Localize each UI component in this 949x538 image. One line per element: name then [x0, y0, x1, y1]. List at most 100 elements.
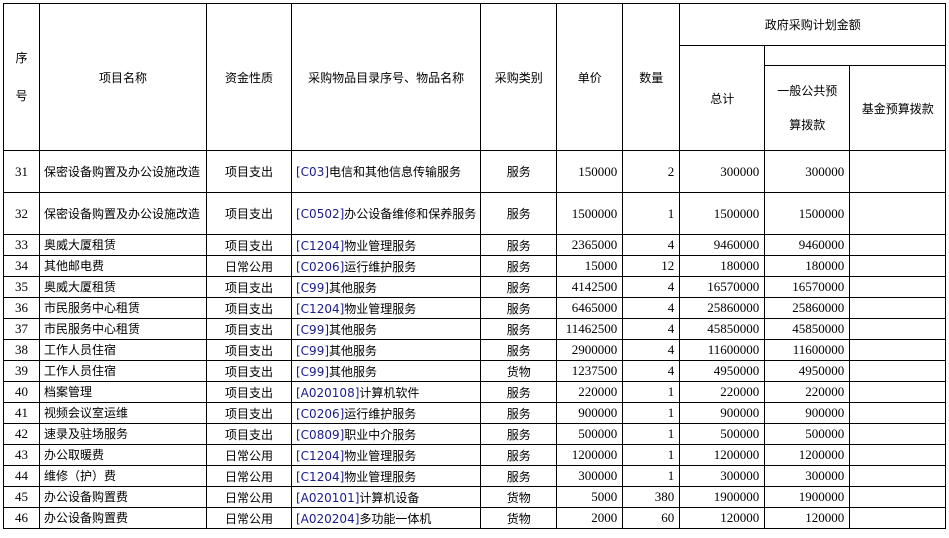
- unit-price-cell: 5000: [556, 486, 624, 508]
- fund-budget-cell: [849, 465, 947, 487]
- project-name-cell: 奥威大厦租赁: [39, 276, 207, 298]
- quantity-cell: 2: [622, 150, 681, 193]
- category-cell: 货物: [480, 507, 558, 529]
- catalog-item: 运行维护服务: [344, 406, 417, 421]
- catalog-cell: [C0206]运行维护服务: [290, 255, 482, 277]
- total-cell: 300000: [679, 465, 766, 487]
- general-budget-cell: 11600000: [764, 339, 851, 361]
- header-project-name: 项目名称: [39, 3, 207, 151]
- general-budget-cell: 300000: [764, 150, 851, 193]
- catalog-cell: [C99]其他服务: [290, 318, 482, 340]
- fund-nature-cell: 日常公用: [206, 444, 292, 466]
- catalog-item: 物业管理服务: [344, 448, 417, 463]
- catalog-cell: [C0206]运行维护服务: [290, 402, 482, 424]
- category-cell: 服务: [480, 465, 558, 487]
- category-cell: 服务: [480, 255, 558, 277]
- catalog-code: [A020204]: [296, 511, 360, 526]
- total-cell: 1500000: [679, 192, 766, 235]
- fund-budget-cell: [849, 255, 947, 277]
- table-row: 35 奥威大厦租赁 项目支出 [C99]其他服务 服务 4142500 4 16570000 1…: [3, 276, 947, 298]
- fund-budget-cell: [849, 192, 947, 235]
- category-cell: 服务: [480, 318, 558, 340]
- quantity-cell: 1: [622, 465, 681, 487]
- header-total: 总计: [679, 45, 766, 151]
- seq-cell: 46: [3, 507, 40, 529]
- catalog-cell: [A020204]多功能一体机: [290, 507, 482, 529]
- total-cell: 16570000: [679, 276, 766, 298]
- total-cell: 500000: [679, 423, 766, 445]
- catalog-item: 多功能一体机: [359, 511, 432, 526]
- catalog-cell: [C99]其他服务: [290, 276, 482, 298]
- unit-price-cell: 900000: [556, 402, 624, 424]
- catalog-code: [C1204]: [296, 301, 345, 316]
- fund-nature-cell: 项目支出: [206, 381, 292, 403]
- header-quantity: 数量: [622, 3, 681, 151]
- project-name-cell: 市民服务中心租赁: [39, 318, 207, 340]
- project-name-cell: 办公设备购置费: [39, 486, 207, 508]
- category-cell: 服务: [480, 276, 558, 298]
- general-budget-cell: 16570000: [764, 276, 851, 298]
- unit-price-cell: 4142500: [556, 276, 624, 298]
- quantity-cell: 380: [622, 486, 681, 508]
- catalog-cell: [A020108]计算机软件: [290, 381, 482, 403]
- general-budget-cell: 9460000: [764, 234, 851, 256]
- catalog-cell: [C1204]物业管理服务: [290, 444, 482, 466]
- total-cell: 220000: [679, 381, 766, 403]
- total-cell: 900000: [679, 402, 766, 424]
- fund-nature-cell: 项目支出: [206, 339, 292, 361]
- unit-price-cell: 220000: [556, 381, 624, 403]
- total-cell: 180000: [679, 255, 766, 277]
- table-row: 37 市民服务中心租赁 项目支出 [C99]其他服务 服务 11462500 4 458500…: [3, 318, 947, 340]
- catalog-item: 运行维护服务: [344, 259, 417, 274]
- catalog-item: 计算机软件: [359, 385, 420, 400]
- project-name-cell: 办公设备购置费: [39, 507, 207, 529]
- total-cell: 1900000: [679, 486, 766, 508]
- catalog-code: [C0502]: [296, 207, 345, 221]
- table-row: 41 视频会议室运维 项目支出 [C0206]运行维护服务 服务 900000 1 90000…: [3, 402, 947, 424]
- fund-nature-cell: 项目支出: [206, 234, 292, 256]
- catalog-code: [C99]: [296, 280, 330, 295]
- quantity-cell: 1: [622, 444, 681, 466]
- fund-nature-cell: 项目支出: [206, 192, 292, 235]
- general-budget-cell: 1900000: [764, 486, 851, 508]
- table-row: 46 办公设备购置费 日常公用 [A020204]多功能一体机 货物 2000 60 1200…: [3, 507, 947, 529]
- fund-budget-cell: [849, 507, 947, 529]
- catalog-cell: [C1204]物业管理服务: [290, 297, 482, 319]
- unit-price-cell: 2900000: [556, 339, 624, 361]
- category-cell: 货物: [480, 360, 558, 382]
- header-plan-amount: 政府采购计划金额: [679, 3, 947, 46]
- unit-price-cell: 2365000: [556, 234, 624, 256]
- category-cell: 服务: [480, 444, 558, 466]
- catalog-code: [C99]: [296, 364, 330, 379]
- seq-cell: 44: [3, 465, 40, 487]
- table-row: 33 奥威大厦租赁 项目支出 [C1204]物业管理服务 服务 2365000 4 94600…: [3, 234, 947, 256]
- seq-cell: 41: [3, 402, 40, 424]
- catalog-item: 其他服务: [329, 364, 378, 379]
- quantity-cell: 12: [622, 255, 681, 277]
- quantity-cell: 60: [622, 507, 681, 529]
- seq-cell: 38: [3, 339, 40, 361]
- category-cell: 服务: [480, 150, 558, 193]
- category-cell: 服务: [480, 423, 558, 445]
- quantity-cell: 4: [622, 276, 681, 298]
- catalog-code: [C0206]: [296, 259, 345, 274]
- table-row: 31 保密设备购置及办公设施改造 项目支出 [C03]电信和其他信息传输服务 服务 150…: [3, 150, 947, 193]
- catalog-code: [C1204]: [296, 238, 345, 253]
- fund-budget-cell: [849, 444, 947, 466]
- fund-budget-cell: [849, 234, 947, 256]
- catalog-code: [C99]: [296, 322, 330, 337]
- total-cell: 11600000: [679, 339, 766, 361]
- total-cell: 120000: [679, 507, 766, 529]
- table-row: 42 速录及驻场服务 项目支出 [C0809]职业中介服务 服务 500000 1 50000…: [3, 423, 947, 445]
- project-name-cell: 档案管理: [39, 381, 207, 403]
- seq-cell: 37: [3, 318, 40, 340]
- category-cell: 服务: [480, 192, 558, 235]
- quantity-cell: 1: [622, 402, 681, 424]
- seq-cell: 42: [3, 423, 40, 445]
- fund-nature-cell: 日常公用: [206, 255, 292, 277]
- table-row: 40 档案管理 项目支出 [A020108]计算机软件 服务 220000 1 220000 2…: [3, 381, 947, 403]
- fund-nature-cell: 项目支出: [206, 402, 292, 424]
- project-name-cell: 保密设备购置及办公设施改造: [39, 150, 207, 193]
- category-cell: 服务: [480, 339, 558, 361]
- table-row: 38 工作人员住宿 项目支出 [C99]其他服务 服务 2900000 4 11600000 1…: [3, 339, 947, 361]
